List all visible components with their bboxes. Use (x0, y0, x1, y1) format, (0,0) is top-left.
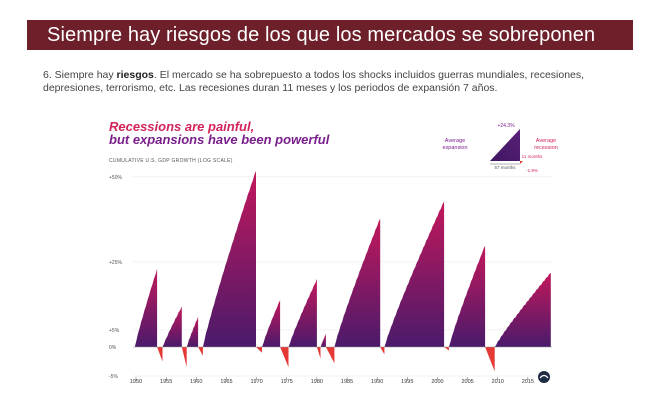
expansion-area (262, 300, 281, 347)
y-tick-label: +25% (109, 260, 122, 266)
legend-expansion-label-2: expansion (442, 145, 467, 151)
legend-recession-drop: -1.9% (526, 168, 538, 173)
header-banner: Siempre hay riesgos de los que los merca… (27, 20, 633, 50)
x-tick-label: 1975 (281, 379, 293, 385)
y-tick-label: 0% (109, 345, 117, 351)
legend-expansion-peak: +24.3% (497, 123, 515, 129)
recession-area (157, 347, 163, 362)
expansion-area (320, 333, 326, 347)
recession-area (256, 347, 262, 353)
recession-area (485, 347, 495, 372)
recession-area (198, 347, 203, 356)
y-tick-label: -5% (109, 374, 118, 380)
legend-recession-label-1: Average (536, 138, 556, 144)
gdp-chart: +50% +25% +5% 0% -5% 1950 1955 1960 1965 1970 1975… (109, 123, 558, 385)
x-tick-label: 1955 (160, 379, 172, 385)
y-tick-label: +5% (109, 328, 120, 334)
chart-title: Recessions are painful, but expansions h… (109, 120, 329, 146)
x-tick-label: 1985 (341, 379, 353, 385)
x-tick-label: 1950 (130, 379, 142, 385)
chart-legend: Average expansion +24.3% 67 months Avera… (442, 123, 557, 173)
x-tick-label: 2000 (431, 379, 443, 385)
expansion-area (288, 278, 317, 347)
chart-container: Recessions are painful, but expansions h… (100, 115, 570, 390)
x-tick-label: 1960 (190, 379, 202, 385)
expansion-area (494, 273, 551, 347)
x-tick-label: 1980 (311, 379, 323, 385)
intro-paragraph: 6. Siempre hay riesgos. El mercado se ha… (43, 69, 628, 95)
intro-number: 6. Siempre hay (43, 69, 117, 81)
legend-expansion-shape (490, 129, 520, 161)
expansion-area (134, 268, 158, 347)
y-axis-label-note: (LOG SCALE) (197, 158, 233, 164)
expansion-area (162, 306, 182, 347)
recession-area (444, 347, 449, 351)
legend-recession-label-2: recession (534, 145, 558, 151)
recession-area (316, 347, 321, 359)
x-tick-label: 2010 (492, 379, 504, 385)
intro-bold: riesgos (116, 69, 154, 81)
expansion-area (448, 245, 486, 347)
x-tick-label: 1995 (401, 379, 413, 385)
legend-expansion-months: 67 months (494, 165, 516, 170)
x-tick-label: 2015 (522, 379, 534, 385)
x-tick-label: 2005 (461, 379, 473, 385)
y-axis-label-main: CUMULATIVE U.S. GDP GROWTH (109, 158, 197, 164)
intro-rest: . El mercado se ha sobrepuesto a todos l… (43, 69, 585, 94)
y-tick-label: +50% (109, 175, 122, 181)
legend-expansion-label-1: Average (445, 138, 465, 144)
legend-recession-shape (520, 161, 523, 164)
page-title: Siempre hay riesgos de los que los merca… (47, 24, 596, 46)
x-tick-label: 1990 (371, 379, 383, 385)
logo-mark (539, 374, 549, 379)
chart-title-line1: Recessions are painful, (109, 119, 255, 134)
expansion-area (186, 316, 199, 347)
expansion-area (334, 218, 381, 347)
recession-area (280, 347, 289, 368)
recession-area (325, 347, 335, 364)
expansion-area (384, 201, 445, 347)
recession-area (181, 347, 187, 368)
legend-recession-months: 11 months (522, 154, 543, 159)
x-tick-label: 1965 (220, 379, 232, 385)
chart-title-line2: but expansions have been powerful (109, 132, 330, 147)
logo-circle (538, 371, 550, 383)
y-axis-label: CUMULATIVE U.S. GDP GROWTH (LOG SCALE) (109, 158, 233, 164)
expansion-area (202, 170, 256, 347)
recession-area (380, 347, 385, 355)
chart-logo (538, 371, 550, 383)
x-tick-label: 1970 (250, 379, 262, 385)
